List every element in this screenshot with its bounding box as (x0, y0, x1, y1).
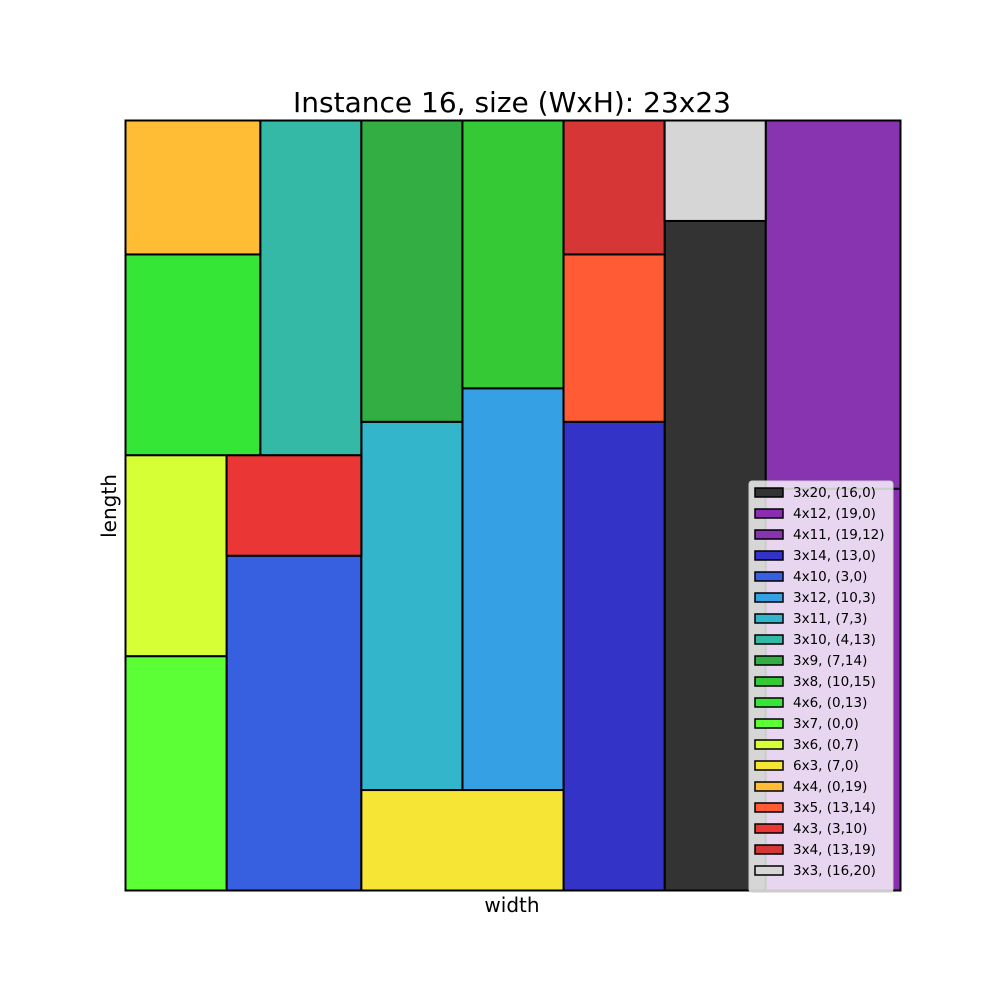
legend-swatch-9 (754, 676, 784, 687)
packed-rect-2 (764, 119, 902, 490)
legend-label-17: 3x4, (13,19) (793, 842, 876, 858)
legend-swatch-11 (754, 718, 784, 729)
legend-swatch-10 (754, 697, 784, 708)
legend-label-11: 3x7, (0,0) (793, 716, 859, 732)
legend-label-1: 4x12, (19,0) (793, 506, 876, 522)
packed-rect-15 (562, 253, 666, 423)
packed-rect-13 (360, 789, 565, 892)
legend-swatch-1 (754, 508, 784, 519)
legend-swatch-18 (754, 865, 784, 876)
legend-swatch-2 (754, 529, 784, 540)
legend-swatch-8 (754, 655, 784, 666)
legend-label-13: 6x3, (7,0) (793, 758, 859, 774)
legend-swatch-7 (754, 634, 784, 645)
packed-rect-4 (225, 554, 363, 892)
packed-rect-18 (663, 119, 767, 222)
packed-rect-14 (124, 119, 262, 256)
legend-box (748, 480, 894, 893)
legend-label-7: 3x10, (4,13) (793, 632, 876, 648)
legend-label-12: 3x6, (0,7) (793, 737, 859, 753)
legend-swatch-6 (754, 613, 784, 624)
legend-label-15: 3x5, (13,14) (793, 800, 876, 816)
packed-rect-17 (562, 119, 666, 256)
legend-swatch-3 (754, 550, 784, 561)
packed-rect-8 (360, 119, 464, 423)
packed-rect-10 (124, 253, 262, 457)
legend-label-6: 3x11, (7,3) (793, 611, 867, 627)
legend-swatch-16 (754, 823, 784, 834)
legend-swatch-4 (754, 571, 784, 582)
legend-label-14: 4x4, (0,19) (793, 779, 867, 795)
legend-swatch-0 (754, 487, 784, 498)
legend: 3x20, (16,0) 4x12, (19,0) 4x11, (19,12) 3x1… (748, 480, 894, 893)
legend-label-18: 3x3, (16,20) (793, 863, 876, 879)
legend-swatch-15 (754, 802, 784, 813)
packed-rect-9 (461, 119, 565, 390)
x-axis-label: width (484, 893, 539, 917)
legend-swatch-17 (754, 844, 784, 855)
chart-title: Instance 16, size (WxH): 23x23 (293, 86, 731, 119)
legend-label-2: 4x11, (19,12) (793, 527, 885, 543)
legend-swatch-5 (754, 592, 784, 603)
packed-rect-11 (124, 655, 228, 892)
packed-rect-6 (360, 420, 464, 792)
legend-label-4: 4x10, (3,0) (793, 569, 867, 585)
packed-rect-5 (461, 387, 565, 792)
packed-rect-16 (225, 454, 363, 557)
legend-label-5: 3x12, (10,3) (793, 590, 876, 606)
legend-label-16: 4x3, (3,10) (793, 821, 867, 837)
packed-rect-3 (562, 420, 666, 892)
legend-swatch-14 (754, 781, 784, 792)
legend-swatch-12 (754, 739, 784, 750)
legend-label-8: 3x9, (7,14) (793, 653, 867, 669)
legend-label-3: 3x14, (13,0) (793, 548, 876, 564)
legend-swatch-13 (754, 760, 784, 771)
plot-frame (124, 119, 902, 892)
y-axis-label: length (97, 474, 121, 538)
legend-label-10: 4x6, (0,13) (793, 695, 867, 711)
legend-label-0: 3x20, (16,0) (793, 485, 876, 501)
legend-label-9: 3x8, (10,15) (793, 674, 876, 690)
packed-rect-7 (259, 119, 363, 457)
packed-rect-12 (124, 454, 228, 658)
